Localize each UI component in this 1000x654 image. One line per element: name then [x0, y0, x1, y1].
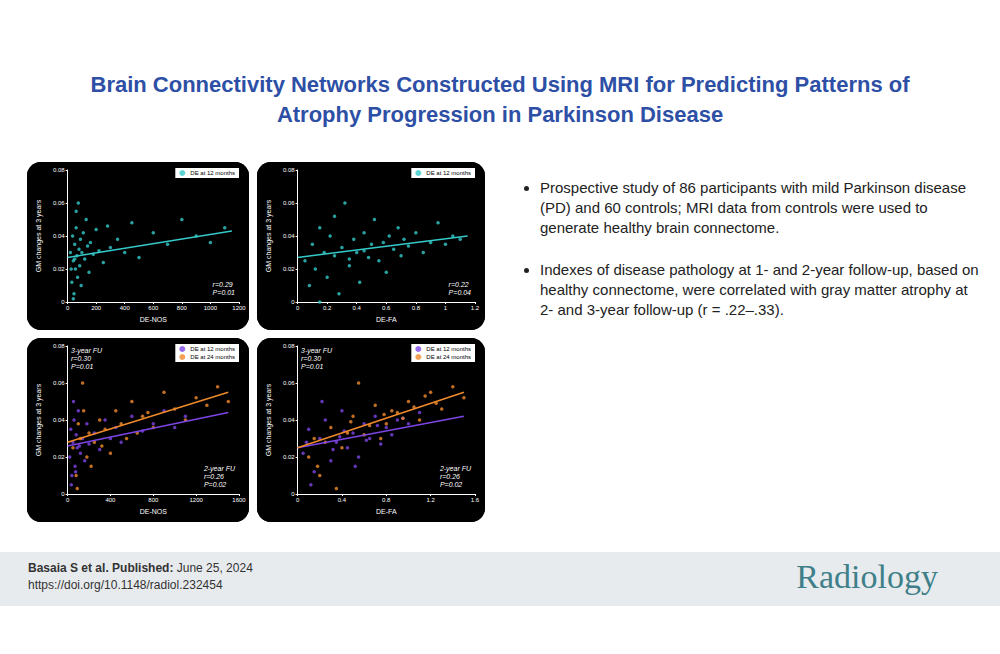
svg-text:0: 0	[296, 305, 300, 311]
svg-text:r=0.26: r=0.26	[440, 473, 460, 480]
svg-text:r=0.29: r=0.29	[213, 281, 233, 288]
svg-text:600: 600	[148, 305, 159, 311]
svg-text:3-year FU: 3-year FU	[301, 347, 333, 355]
svg-text:DE-NOS: DE-NOS	[140, 508, 168, 515]
svg-text:3-year FU: 3-year FU	[71, 347, 103, 355]
svg-text:2-year FU: 2-year FU	[203, 465, 236, 473]
svg-text:0: 0	[61, 491, 65, 497]
svg-text:DE at 12 months: DE at 12 months	[190, 170, 235, 176]
svg-text:0.02: 0.02	[53, 454, 65, 460]
svg-text:GM changes at 3 years: GM changes at 3 years	[265, 383, 273, 456]
svg-text:DE at 12 months: DE at 12 months	[426, 346, 471, 352]
svg-text:0.08: 0.08	[283, 343, 295, 349]
svg-text:0.08: 0.08	[283, 167, 295, 173]
svg-text:0.06: 0.06	[53, 380, 65, 386]
svg-text:r=0.26: r=0.26	[204, 473, 224, 480]
svg-text:0.02: 0.02	[283, 454, 295, 460]
svg-text:1000: 1000	[204, 305, 218, 311]
svg-text:P=0.04: P=0.04	[449, 289, 471, 296]
svg-text:r=0.22: r=0.22	[449, 281, 469, 288]
svg-text:0: 0	[291, 491, 295, 497]
svg-text:0: 0	[66, 305, 70, 311]
svg-text:0.6: 0.6	[382, 305, 391, 311]
svg-text:DE at 12 months: DE at 12 months	[190, 346, 235, 352]
html-text:Radiology: Radiology	[796, 558, 938, 595]
svg-text:0: 0	[291, 299, 295, 305]
svg-text:DE at 12 months: DE at 12 months	[426, 170, 471, 176]
svg-text:2-year FU: 2-year FU	[439, 465, 472, 473]
svg-text:GM changes at 3 years: GM changes at 3 years	[35, 383, 43, 456]
svg-text:DE-FA: DE-FA	[376, 316, 397, 323]
svg-text:0.8: 0.8	[382, 497, 391, 503]
svg-text:200: 200	[91, 305, 102, 311]
svg-text:r=0.30: r=0.30	[301, 355, 321, 362]
svg-text:0.02: 0.02	[53, 266, 65, 272]
svg-text:0.04: 0.04	[53, 233, 65, 239]
svg-text:DE-FA: DE-FA	[376, 508, 397, 515]
html-text:Indexes of disease pathology a: Indexes of disease pathology at 1- and 2…	[540, 261, 979, 318]
svg-text:1.2: 1.2	[471, 305, 480, 311]
svg-text:DE at 24 months: DE at 24 months	[190, 354, 235, 360]
svg-text:0.06: 0.06	[53, 200, 65, 206]
svg-text:0.04: 0.04	[283, 417, 295, 423]
svg-text:P=0.02: P=0.02	[204, 481, 226, 488]
svg-text:r=0.30: r=0.30	[71, 355, 91, 362]
svg-text:P=0.01: P=0.01	[71, 363, 93, 370]
svg-text:P=0.01: P=0.01	[301, 363, 323, 370]
svg-text:0.4: 0.4	[353, 305, 362, 311]
svg-text:400: 400	[105, 497, 116, 503]
svg-text:1200: 1200	[232, 305, 246, 311]
svg-text:0.04: 0.04	[53, 417, 65, 423]
svg-text:P=0.02: P=0.02	[440, 481, 462, 488]
svg-text:1.2: 1.2	[426, 497, 435, 503]
svg-text:0: 0	[61, 299, 65, 305]
svg-text:800: 800	[148, 497, 159, 503]
svg-text:1: 1	[444, 305, 448, 311]
svg-text:400: 400	[120, 305, 131, 311]
html-text:Brain Connectivity Networks Co: Brain Connectivity Networks Constructed …	[90, 72, 910, 127]
svg-text:0: 0	[66, 497, 70, 503]
svg-text:P=0.01: P=0.01	[213, 289, 235, 296]
svg-text:1.6: 1.6	[471, 497, 480, 503]
svg-text:0.06: 0.06	[283, 380, 295, 386]
svg-text:GM changes at 3 years: GM changes at 3 years	[35, 199, 43, 272]
svg-text:1600: 1600	[232, 497, 246, 503]
svg-text:0.06: 0.06	[283, 200, 295, 206]
svg-text:0.8: 0.8	[412, 305, 421, 311]
svg-text:0.02: 0.02	[283, 266, 295, 272]
svg-text:DE-NOS: DE-NOS	[140, 316, 168, 323]
html-text:https://doi.org/10.1148/radiol: https://doi.org/10.1148/radiol.232454	[28, 578, 223, 592]
html-text:Prospective study of 86 partic: Prospective study of 86 participants wit…	[540, 179, 966, 236]
svg-text:0.04: 0.04	[283, 233, 295, 239]
svg-text:DE at 24 months: DE at 24 months	[426, 354, 471, 360]
svg-text:0.08: 0.08	[53, 167, 65, 173]
svg-text:GM changes at 3 years: GM changes at 3 years	[265, 199, 273, 272]
svg-text:0.08: 0.08	[53, 343, 65, 349]
svg-text:0.4: 0.4	[338, 497, 347, 503]
svg-text:1200: 1200	[189, 497, 203, 503]
html-text:Basaia S et al. Published: Jun: Basaia S et al. Published: June 25, 2024	[28, 561, 253, 575]
svg-text:800: 800	[177, 305, 188, 311]
svg-text:0.2: 0.2	[323, 305, 332, 311]
svg-text:0: 0	[296, 497, 300, 503]
